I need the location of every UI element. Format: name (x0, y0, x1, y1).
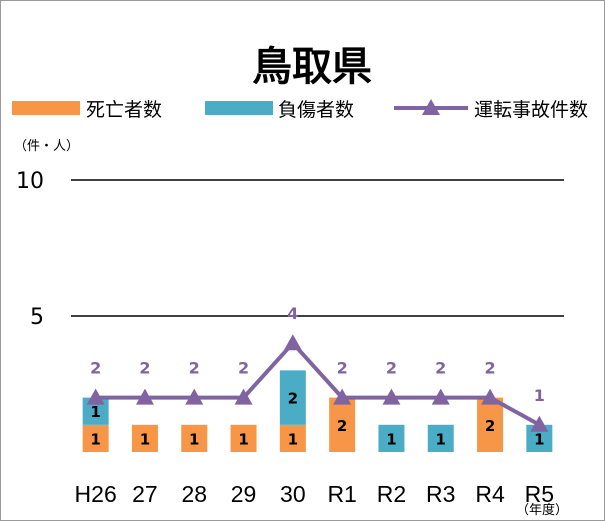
bar-segment-1-4 (279, 370, 306, 425)
accident-series-line (95, 341, 541, 427)
accident-line (86, 334, 549, 432)
bar-data-label: 1 (90, 403, 100, 421)
bar-data-label: 1 (386, 430, 396, 448)
bar-data-label: 2 (337, 417, 347, 435)
y-unit-label: （件・人） (14, 139, 79, 154)
triangle-marker-icon (530, 415, 549, 432)
legend-swatch-deaths (12, 101, 80, 115)
line-data-label: 2 (189, 359, 200, 378)
bar-segment-0-4 (279, 424, 306, 452)
line-data-label: 2 (435, 359, 446, 378)
triangle-marker-icon (481, 388, 500, 405)
legend-swatch-injuries (205, 101, 273, 115)
x-tick-label: H26 (75, 481, 117, 507)
triangle-marker-icon (382, 388, 401, 405)
legend-label-deaths: 死亡者数 (86, 99, 162, 121)
y-tick-label-10: 10 (16, 169, 44, 194)
chart-title: 鳥取県 (252, 44, 372, 90)
x-unit-label: （年度） (516, 502, 568, 518)
bar-data-label: 1 (288, 430, 298, 448)
x-tick-label: R3 (426, 481, 455, 507)
legend: 死亡者数 負傷者数 運転事故件数 (12, 99, 588, 121)
line-data-label: 2 (139, 359, 150, 378)
data-labels: 1 1 1 1 1 2 2 1 2 1 1 1 2 2 2 2 4 2 2 2 2 1 (90, 304, 545, 448)
bar-segment-0-2 (181, 424, 208, 452)
bar-data-label: 1 (534, 430, 544, 448)
triangle-marker-icon (234, 388, 253, 405)
bar-data-label: 2 (288, 390, 298, 408)
bar-segment-0-5 (329, 397, 356, 452)
triangle-marker-icon (86, 388, 105, 405)
x-tick-label: R5 (525, 481, 554, 507)
x-tick-label: R2 (377, 481, 406, 507)
bars (82, 370, 553, 452)
x-axis-ticks: H26 27 28 29 30 R1 R2 R3 R4 R5 (75, 481, 555, 507)
line-data-label: 2 (386, 359, 397, 378)
triangle-marker-icon (135, 388, 154, 405)
x-tick-label: 27 (132, 481, 158, 507)
x-tick-label: R1 (327, 481, 356, 507)
triangle-marker-icon (283, 334, 302, 351)
line-data-label: 2 (90, 359, 101, 378)
bar-data-label: 1 (189, 430, 199, 448)
bar-segment-1-6 (378, 424, 405, 452)
bar-segment-1-7 (427, 424, 454, 452)
x-tick-label: 29 (231, 481, 257, 507)
bar-segment-0-0 (82, 424, 109, 452)
bar-data-label: 2 (485, 417, 495, 435)
line-data-label: 2 (337, 359, 348, 378)
bar-data-label: 1 (90, 430, 100, 448)
x-tick-label: R4 (475, 481, 505, 507)
triangle-marker-icon (333, 388, 352, 405)
triangle-marker-icon (431, 388, 450, 405)
bar-segment-0-1 (131, 424, 158, 452)
legend-triangle-icon (422, 99, 440, 115)
x-tick-label: 30 (280, 481, 306, 507)
legend-label-accidents: 運転事故件数 (474, 99, 588, 121)
legend-label-injuries: 負傷者数 (278, 99, 354, 121)
line-data-label: 4 (287, 304, 298, 323)
line-data-label: 1 (534, 386, 545, 405)
x-tick-label: 28 (181, 481, 207, 507)
triangle-marker-icon (185, 388, 204, 405)
line-data-label: 2 (238, 359, 249, 378)
bar-segment-0-3 (230, 424, 257, 452)
line-data-label: 2 (484, 359, 495, 378)
y-tick-label-5: 5 (30, 305, 44, 330)
bar-data-label: 1 (436, 430, 446, 448)
bar-data-label: 1 (140, 430, 150, 448)
gridlines: 5 10 (16, 169, 564, 330)
bar-data-label: 1 (238, 430, 248, 448)
bar-segment-0-8 (477, 397, 504, 452)
